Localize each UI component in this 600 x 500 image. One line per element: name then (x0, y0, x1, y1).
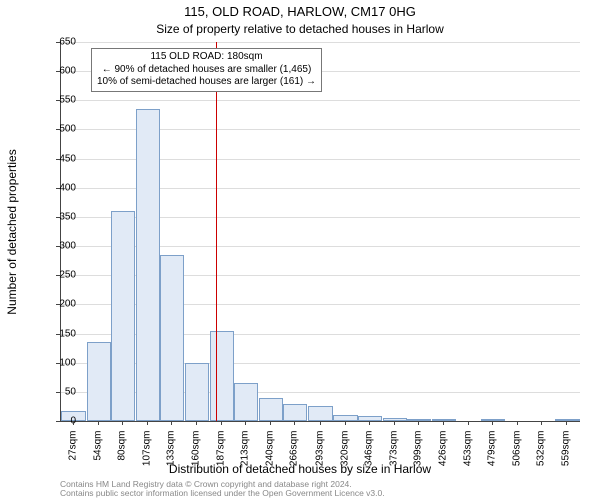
histogram-bar (383, 418, 407, 421)
annotation-line: 10% of semi-detached houses are larger (… (97, 76, 316, 89)
annotation-box: 115 OLD ROAD: 180sqm← 90% of detached ho… (91, 48, 322, 92)
x-tick-label: 54sqm (92, 431, 103, 491)
y-tick-mark (56, 129, 60, 130)
x-tick-mark (566, 421, 567, 425)
gridline (61, 100, 580, 101)
x-tick-mark (221, 421, 222, 425)
y-tick-mark (56, 159, 60, 160)
x-tick-mark (294, 421, 295, 425)
x-tick-label: 240sqm (265, 431, 276, 491)
x-tick-label: 346sqm (363, 431, 374, 491)
y-tick-mark (56, 421, 60, 422)
x-tick-label: 187sqm (216, 431, 227, 491)
y-tick-mark (56, 71, 60, 72)
x-tick-label: 107sqm (141, 431, 152, 491)
y-tick-mark (56, 363, 60, 364)
x-tick-mark (270, 421, 271, 425)
y-tick-mark (56, 304, 60, 305)
x-tick-mark (171, 421, 172, 425)
x-tick-mark (443, 421, 444, 425)
chart-title-line1: 115, OLD ROAD, HARLOW, CM17 0HG (0, 4, 600, 19)
annotation-line: ← 90% of detached houses are smaller (1,… (97, 64, 316, 77)
x-tick-label: 426sqm (437, 431, 448, 491)
x-tick-mark (492, 421, 493, 425)
x-tick-label: 320sqm (339, 431, 350, 491)
x-tick-mark (517, 421, 518, 425)
chart-title-line2: Size of property relative to detached ho… (0, 22, 600, 36)
x-tick-label: 559sqm (561, 431, 572, 491)
histogram-bar (555, 419, 579, 421)
x-tick-mark (418, 421, 419, 425)
x-tick-label: 532sqm (536, 431, 547, 491)
histogram-bar (185, 363, 209, 421)
x-tick-label: 293sqm (314, 431, 325, 491)
y-tick-mark (56, 246, 60, 247)
marker-line (216, 42, 217, 421)
y-tick-mark (56, 188, 60, 189)
histogram-bar (259, 398, 283, 421)
histogram-bar (87, 342, 111, 421)
x-tick-label: 266sqm (289, 431, 300, 491)
y-tick-mark (56, 100, 60, 101)
x-tick-label: 506sqm (512, 431, 523, 491)
y-tick-mark (56, 275, 60, 276)
histogram-bar (210, 331, 234, 421)
annotation-line: 115 OLD ROAD: 180sqm (97, 51, 316, 64)
x-tick-label: 27sqm (67, 431, 78, 491)
x-tick-mark (196, 421, 197, 425)
x-tick-mark (320, 421, 321, 425)
chart-plot-area: 115 OLD ROAD: 180sqm← 90% of detached ho… (60, 42, 580, 422)
y-tick-mark (56, 392, 60, 393)
histogram-bar (407, 419, 431, 421)
x-tick-label: 399sqm (412, 431, 423, 491)
x-tick-mark (245, 421, 246, 425)
x-tick-mark (394, 421, 395, 425)
x-tick-label: 80sqm (116, 431, 127, 491)
y-tick-mark (56, 42, 60, 43)
x-tick-label: 373sqm (388, 431, 399, 491)
x-tick-mark (468, 421, 469, 425)
footer-line2: Contains public sector information licen… (60, 489, 385, 498)
y-axis-label: Number of detached properties (5, 149, 19, 314)
histogram-bar (160, 255, 184, 421)
x-tick-mark (73, 421, 74, 425)
y-tick-mark (56, 217, 60, 218)
histogram-bar (136, 109, 160, 421)
x-tick-label: 213sqm (240, 431, 251, 491)
histogram-bar (308, 406, 332, 421)
histogram-bar (283, 404, 307, 421)
histogram-bar (432, 419, 456, 421)
x-tick-label: 453sqm (463, 431, 474, 491)
x-tick-label: 133sqm (165, 431, 176, 491)
x-tick-mark (147, 421, 148, 425)
x-tick-mark (541, 421, 542, 425)
histogram-bar (234, 383, 258, 421)
x-tick-label: 160sqm (191, 431, 202, 491)
x-tick-label: 479sqm (487, 431, 498, 491)
x-tick-mark (369, 421, 370, 425)
x-tick-mark (98, 421, 99, 425)
x-tick-mark (345, 421, 346, 425)
histogram-bar (111, 211, 135, 421)
x-tick-mark (122, 421, 123, 425)
x-axis-label: Distribution of detached houses by size … (0, 462, 600, 476)
y-tick-mark (56, 334, 60, 335)
gridline (61, 42, 580, 43)
